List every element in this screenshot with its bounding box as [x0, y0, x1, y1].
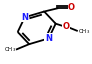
Text: O: O — [63, 22, 70, 31]
Text: O: O — [68, 3, 75, 12]
Text: N: N — [45, 34, 52, 43]
Text: CH$_3$: CH$_3$ — [78, 27, 90, 36]
Text: CH$_3$: CH$_3$ — [4, 45, 16, 54]
Text: N: N — [21, 13, 28, 22]
